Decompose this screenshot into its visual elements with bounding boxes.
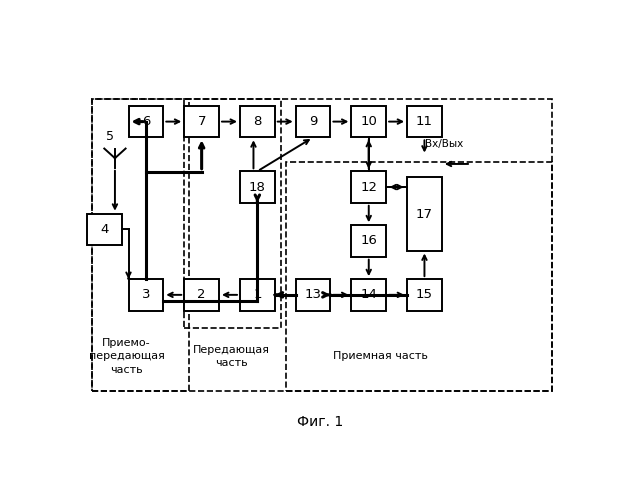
Text: Передающая
часть: Передающая часть bbox=[192, 345, 270, 368]
Text: 1: 1 bbox=[253, 288, 262, 302]
Text: Приемная часть: Приемная часть bbox=[333, 352, 428, 362]
Bar bbox=[351, 172, 386, 203]
Text: 2: 2 bbox=[198, 288, 206, 302]
Text: 12: 12 bbox=[360, 180, 378, 194]
Bar bbox=[351, 279, 386, 310]
Bar bbox=[184, 98, 281, 328]
Text: 14: 14 bbox=[360, 288, 378, 302]
Text: Фиг. 1: Фиг. 1 bbox=[298, 415, 344, 429]
Text: 10: 10 bbox=[360, 115, 378, 128]
Text: 8: 8 bbox=[253, 115, 261, 128]
Bar bbox=[407, 106, 442, 138]
Bar bbox=[351, 225, 386, 256]
Bar bbox=[296, 106, 331, 138]
Bar bbox=[351, 106, 386, 138]
Text: Вх/Вых: Вх/Вых bbox=[425, 138, 464, 148]
Bar bbox=[296, 279, 331, 310]
Text: 17: 17 bbox=[416, 208, 433, 220]
Text: 6: 6 bbox=[142, 115, 150, 128]
Bar bbox=[407, 178, 442, 250]
Bar bbox=[129, 106, 163, 138]
Bar bbox=[240, 172, 275, 203]
Text: 15: 15 bbox=[416, 288, 433, 302]
Bar bbox=[129, 279, 163, 310]
Text: 13: 13 bbox=[304, 288, 321, 302]
Bar bbox=[184, 106, 219, 138]
Bar bbox=[240, 279, 275, 310]
Text: 9: 9 bbox=[309, 115, 318, 128]
Bar bbox=[92, 98, 552, 391]
Bar bbox=[240, 106, 275, 138]
Bar bbox=[92, 98, 189, 391]
Bar bbox=[286, 162, 552, 391]
Bar bbox=[184, 279, 219, 310]
Text: Приемо-
передающая
часть: Приемо- передающая часть bbox=[89, 338, 164, 374]
Text: 4: 4 bbox=[101, 223, 109, 236]
Text: 11: 11 bbox=[416, 115, 433, 128]
Bar bbox=[407, 279, 442, 310]
Text: 7: 7 bbox=[198, 115, 206, 128]
Text: 5: 5 bbox=[106, 130, 114, 143]
Text: 3: 3 bbox=[142, 288, 150, 302]
Text: 18: 18 bbox=[249, 180, 266, 194]
Text: 16: 16 bbox=[360, 234, 378, 248]
Bar bbox=[88, 214, 122, 245]
